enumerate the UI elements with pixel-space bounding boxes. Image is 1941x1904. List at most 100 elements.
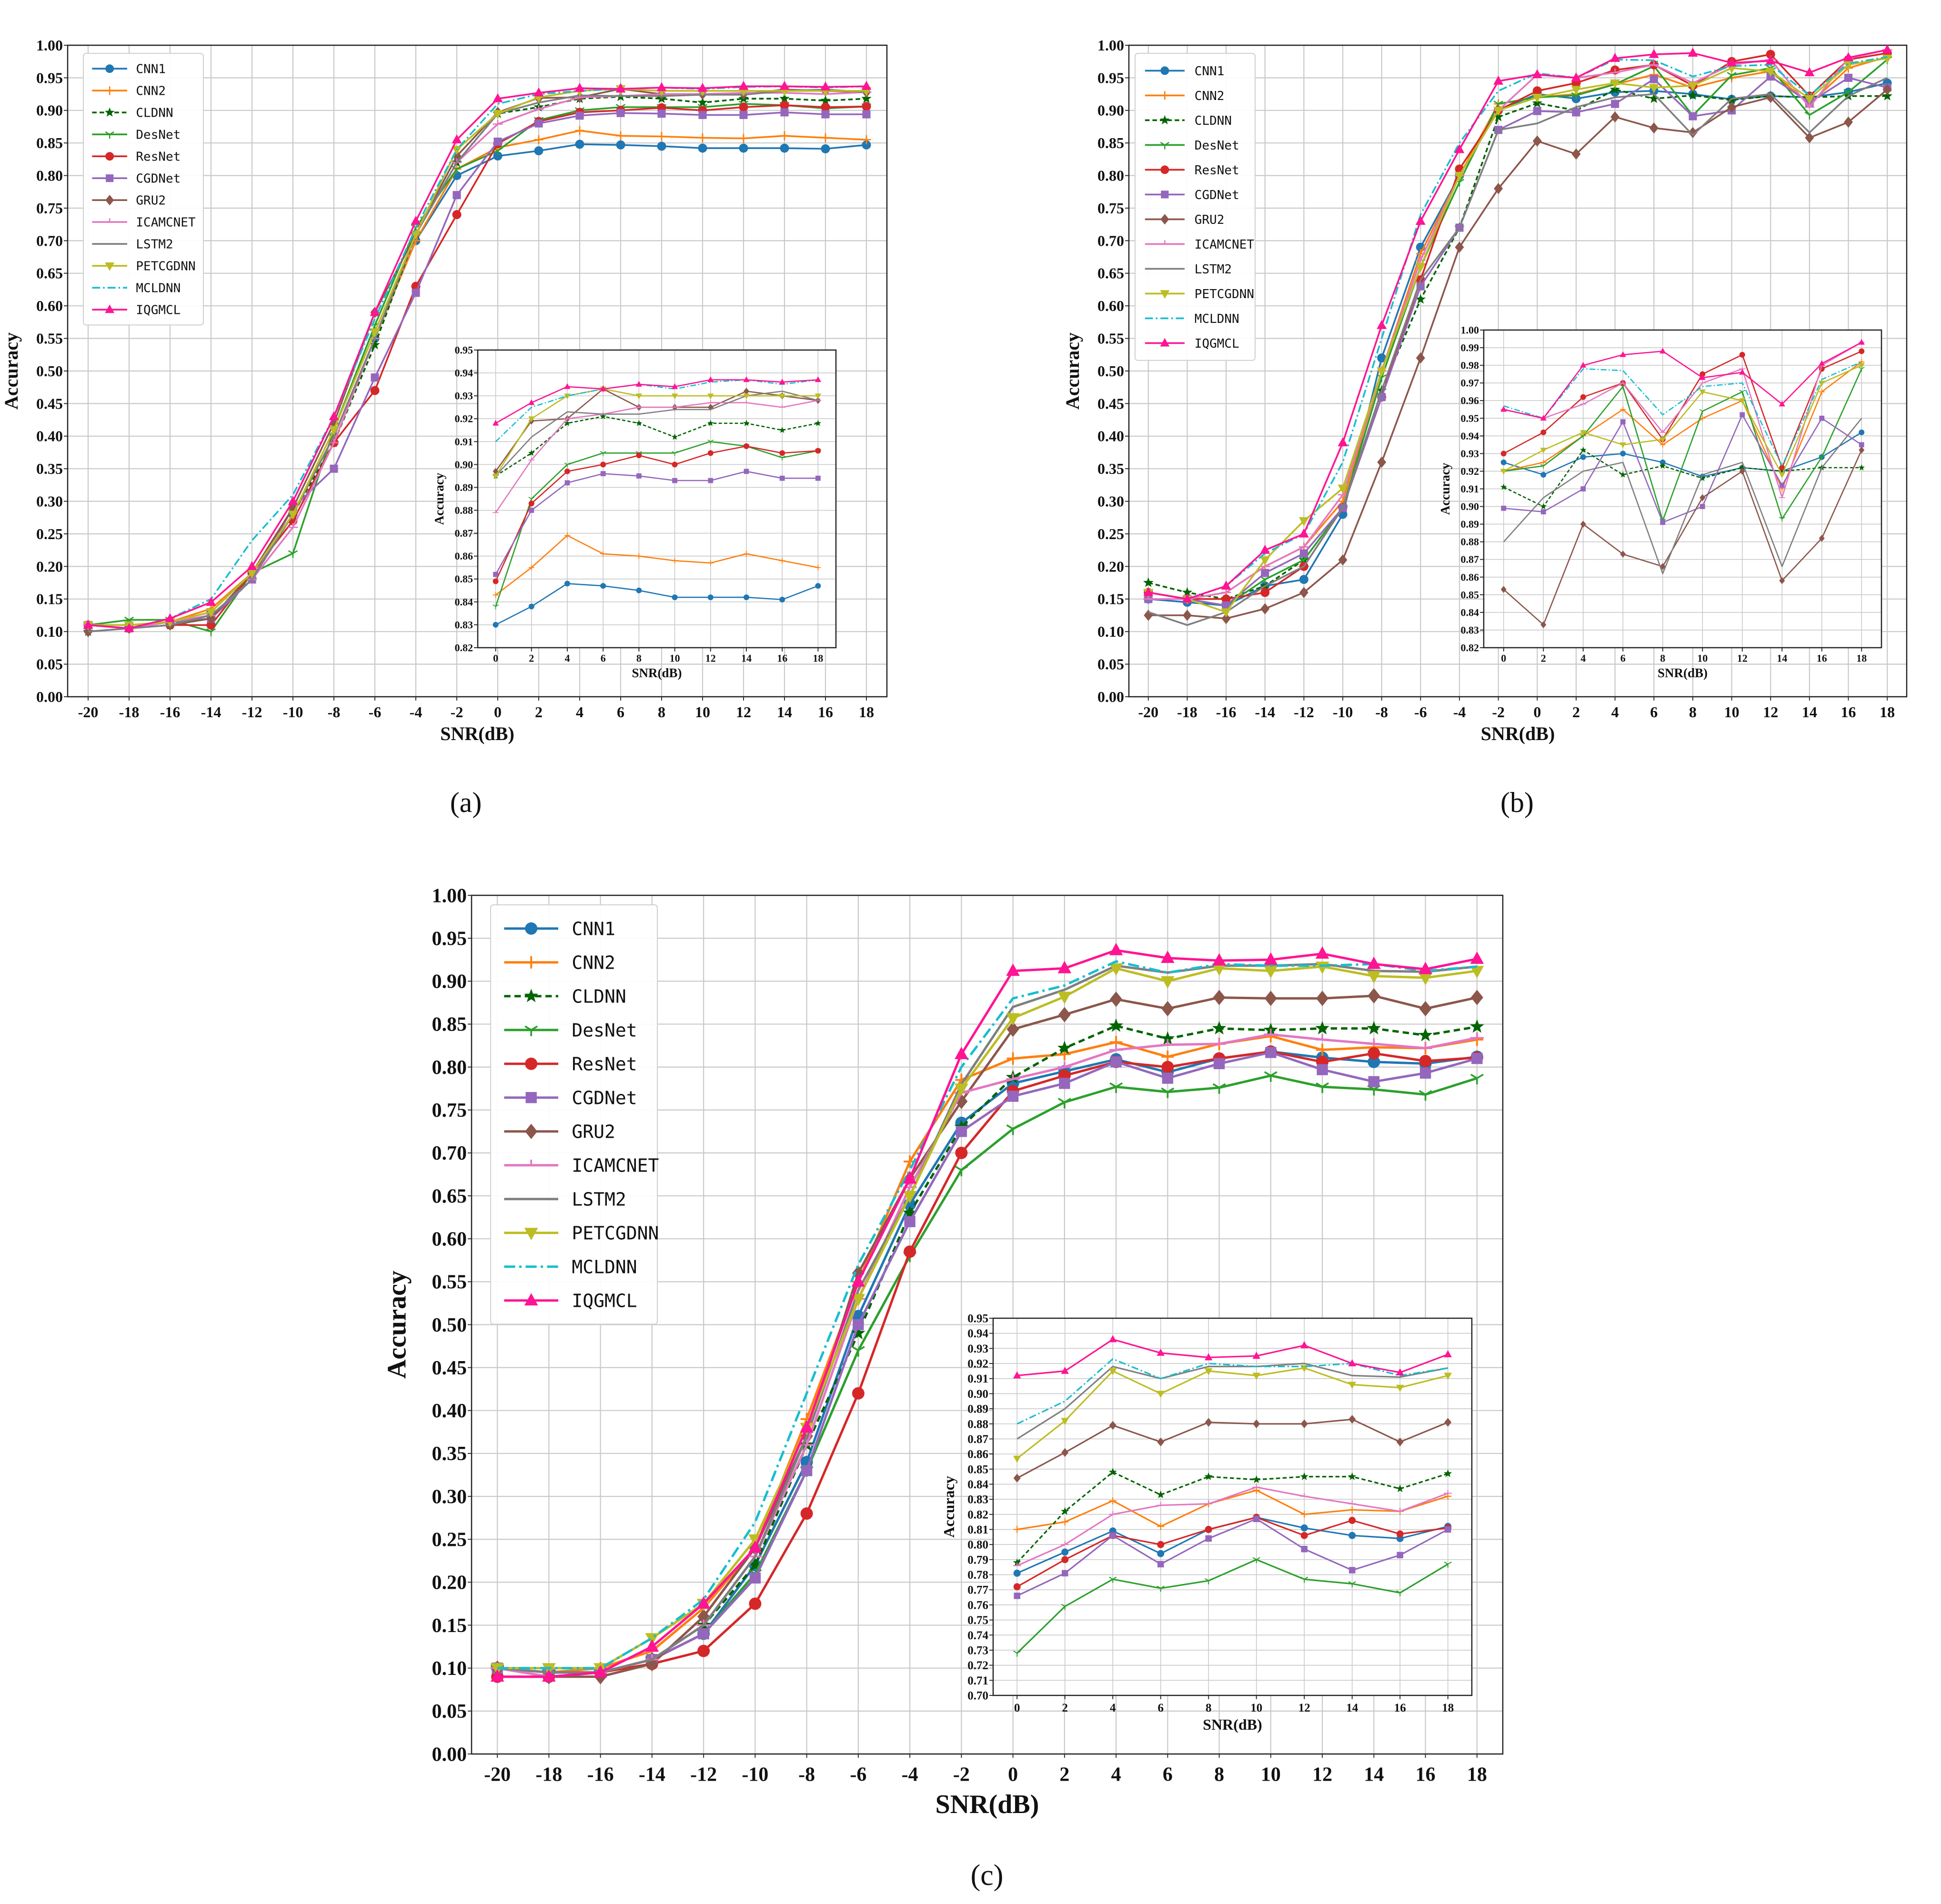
legend-entry-icamcnet: ICAMCNET [504, 1155, 659, 1176]
point-cldnn [1348, 1472, 1357, 1480]
series-mcldnn [1148, 56, 1888, 600]
chart-panel-b-inset: 0.82 0.83 0.84 0.85 0.86 0.87 0.88 0.89 0.90 0.91… [1438, 324, 1882, 680]
point-cldnn [600, 413, 606, 420]
point-resnet [600, 461, 606, 468]
point-cgdnet [1859, 442, 1864, 448]
legend-label: ICAMCNET [1195, 238, 1255, 252]
y-tick-label: 0.95 [36, 69, 63, 86]
point-desnet [1858, 367, 1865, 372]
y-tick-label: 0.50 [432, 1314, 467, 1336]
y-tick-label: 0.90 [36, 102, 63, 119]
legend-label: GRU2 [1195, 213, 1225, 227]
legend-marker-iqgmcl [105, 304, 115, 313]
point-cldnn [1540, 503, 1547, 510]
x-tick-label: 12 [736, 703, 751, 721]
legend-marker-petcgdnn [105, 262, 115, 271]
y-tick-label: 0.83 [455, 619, 473, 631]
point-iqgmcl [1377, 320, 1387, 329]
x-tick-label: -16 [1216, 703, 1237, 721]
series-desnet [1500, 367, 1865, 524]
y-tick-label: 0.85 [432, 1014, 467, 1036]
point-iqgmcl [1157, 1348, 1165, 1356]
point-petcgdnn [1739, 398, 1746, 404]
point-iqgmcl [1109, 942, 1123, 955]
series-line-desnet [1016, 1559, 1448, 1654]
point-icamcnet [533, 105, 544, 110]
y-tick-label: 0.40 [432, 1400, 467, 1422]
point-gru2 [1377, 456, 1387, 468]
series-line-cgdnet [495, 471, 818, 575]
y-tick-label: 0.95 [1097, 69, 1124, 86]
point-petcgdnn [1580, 430, 1587, 436]
point-cldnn [851, 1325, 865, 1340]
point-iqgmcl [542, 1669, 556, 1682]
point-cnn1 [1540, 471, 1547, 478]
legend-label: PETCGDNN [572, 1223, 659, 1243]
point-cgdnet [1533, 107, 1541, 115]
point-petcgdnn [1659, 437, 1666, 443]
point-petcgdnn [1699, 389, 1706, 395]
point-iqgmcl [1061, 1366, 1069, 1374]
legend-label: LSTM2 [136, 238, 173, 252]
point-resnet [636, 452, 642, 459]
point-desnet [1157, 1585, 1165, 1592]
point-gru2 [1540, 621, 1547, 629]
series-line-iqgmcl [495, 379, 818, 424]
point-resnet [1540, 429, 1547, 435]
x-tick-label: -8 [798, 1764, 815, 1786]
point-cgdnet [1162, 1072, 1174, 1084]
series-cnn1 [493, 581, 821, 628]
point-cldnn [370, 339, 380, 350]
series-resnet [1013, 1513, 1452, 1591]
y-tick-label: 0.05 [36, 655, 63, 672]
point-cnn1 [780, 143, 789, 153]
legend-label: CLDNN [1195, 114, 1232, 128]
point-petcgdnn [903, 1191, 917, 1203]
point-gru2 [1580, 521, 1586, 528]
point-petcgdnn [206, 608, 216, 618]
point-iqgmcl [1804, 67, 1815, 77]
point-gru2 [1844, 116, 1853, 128]
legend-b: CNN1 CNN2 CLDNN DesNet ResNet CGDNet GRU2 ICAMC… [1135, 53, 1256, 361]
x-tick-label: 18 [859, 703, 874, 721]
point-resnet [1859, 348, 1865, 354]
x-tick-label: -2 [451, 703, 463, 721]
point-gru2 [1470, 990, 1483, 1005]
y-tick-label: 0.71 [967, 1674, 988, 1687]
point-cgdnet [575, 111, 584, 120]
point-cldnn [748, 1557, 763, 1571]
point-petcgdnn [1649, 84, 1659, 93]
point-desnet [1013, 1650, 1021, 1657]
point-resnet [672, 461, 678, 468]
legend-label: PETCGDNN [1195, 287, 1254, 301]
point-gru2 [1396, 1437, 1404, 1447]
point-cgdnet [529, 508, 534, 513]
point-cldnn [1418, 1028, 1433, 1042]
y-tick-label: 0.90 [1097, 102, 1124, 119]
y-tick-label: 0.15 [1097, 591, 1124, 608]
series-line-iqgmcl [1503, 341, 1862, 419]
x-tick-label: -2 [1492, 703, 1505, 721]
x-tick-label: -20 [1138, 703, 1158, 721]
y-tick-label: 0.89 [967, 1403, 988, 1416]
x-tick-label: 0 [494, 703, 502, 721]
legend-entry-cnn1: CNN1 [92, 62, 166, 77]
point-icamcnet [1610, 68, 1620, 73]
y-axis-label: Accuracy [940, 1476, 957, 1538]
y-tick-label: 0.10 [1097, 623, 1124, 640]
series-line-petcgdnn [1016, 1367, 1448, 1459]
point-cgdnet [1779, 482, 1785, 488]
point-cnn1 [493, 621, 499, 628]
point-cgdnet [371, 373, 379, 382]
plot-frame [67, 44, 888, 698]
point-icamcnet [743, 400, 750, 403]
point-gru2 [1221, 613, 1231, 624]
point-resnet [707, 450, 714, 456]
legend-entry-cnn1: CNN1 [504, 918, 615, 939]
y-tick-label: 0.95 [967, 1313, 988, 1325]
point-gru2 [1109, 1421, 1116, 1430]
x-tick-label: -12 [242, 703, 262, 721]
series-lstm2 [1503, 418, 1862, 574]
series-line-petcgdnn [495, 388, 818, 477]
y-tick-label: 0.72 [967, 1659, 988, 1672]
